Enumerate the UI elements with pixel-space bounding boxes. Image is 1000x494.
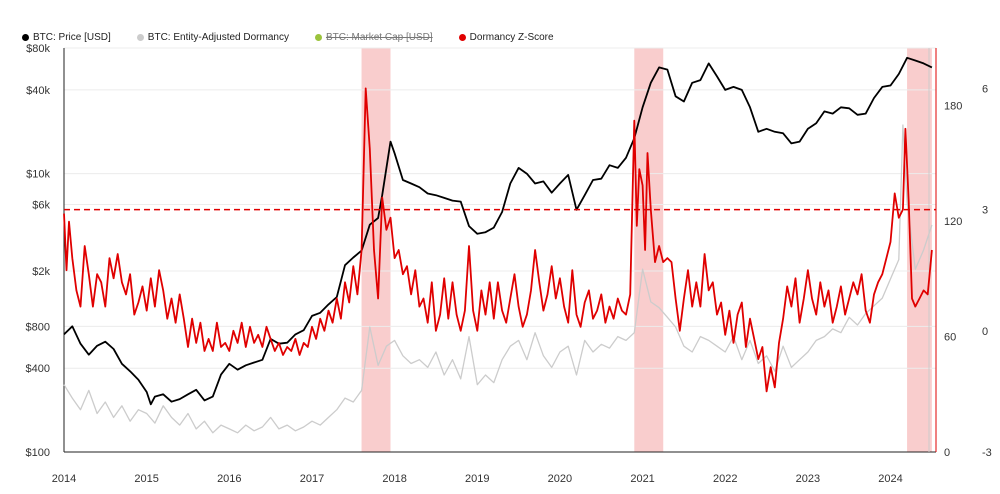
x-tick-label: 2024 [878, 473, 902, 485]
x-tick-label: 2016 [217, 473, 241, 485]
y-dormancy-tick-label: 120 [944, 216, 962, 228]
y-left-tick-label: $10k [26, 169, 50, 181]
legend-marker-market-cap [314, 34, 322, 41]
y-left-tick-label: $80k [26, 43, 50, 55]
x-tick-label: 2019 [465, 473, 489, 485]
y-dormancy-tick-label: 60 [944, 332, 956, 344]
highlight-band-0 [361, 48, 391, 452]
legend-label-dormancy: BTC: Entity-Adjusted Dormancy [147, 32, 289, 43]
y-zscore-tick-label: 6 [982, 83, 988, 95]
x-tick-label: 2015 [134, 473, 158, 485]
y-zscore-tick-label: -3 [982, 447, 992, 459]
x-tick-label: 2018 [382, 473, 406, 485]
y-dormancy-tick-label: 0 [944, 447, 950, 459]
legend-marker-price [22, 34, 29, 41]
y-left-tick-label: $2k [32, 266, 50, 278]
y-left-tick-label: $6k [32, 200, 50, 212]
y-left-tick-label: $100 [26, 447, 50, 459]
legend-item-market-cap[interactable]: BTC: Market Cap [USD] [314, 32, 433, 43]
x-tick-label: 2017 [300, 473, 324, 485]
legend-marker-dormancy [136, 34, 144, 41]
y-zscore-tick-label: 0 [982, 326, 988, 338]
y-dormancy-tick-label: 180 [944, 101, 962, 113]
y-left-tick-label: $800 [26, 321, 50, 333]
legend-item-dormancy[interactable]: BTC: Entity-Adjusted Dormancy [136, 32, 289, 43]
x-tick-label: 2014 [52, 473, 76, 485]
legend: BTC: Price [USD] BTC: Entity-Adjusted Do… [22, 32, 554, 43]
y-zscore-tick-label: 3 [982, 205, 988, 217]
legend-item-zscore[interactable]: Dormancy Z-Score [458, 32, 554, 43]
legend-label-price: BTC: Price [USD] [33, 32, 111, 43]
y-left-tick-label: $40k [26, 85, 50, 97]
x-tick-label: 2021 [630, 473, 654, 485]
x-tick-label: 2023 [796, 473, 820, 485]
series-line-btc-entity-adjusted-dormancy [63, 124, 933, 434]
legend-label-zscore: Dormancy Z-Score [469, 32, 554, 43]
legend-item-price[interactable]: BTC: Price [USD] [22, 32, 111, 43]
legend-label-market-cap: BTC: Market Cap [USD] [325, 32, 433, 43]
series-line-dormancy-z-score [63, 87, 933, 393]
x-tick-label: 2022 [713, 473, 737, 485]
series-line-btc-price-usd- [63, 56, 933, 406]
legend-marker-zscore [458, 34, 466, 41]
y-left-tick-label: $400 [26, 363, 50, 375]
x-tick-label: 2020 [548, 473, 572, 485]
